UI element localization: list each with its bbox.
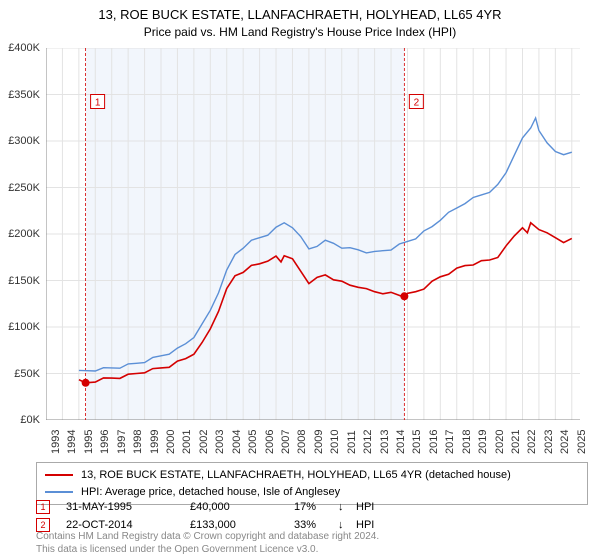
chart-plot: 12: [46, 48, 580, 420]
x-tick-label: 2023: [543, 430, 555, 454]
x-tick-label: 2015: [411, 430, 423, 454]
x-tick-label: 1998: [132, 430, 144, 454]
y-tick-label: £150K: [8, 275, 40, 287]
y-tick-label: £200K: [8, 228, 40, 240]
x-tick-label: 1997: [116, 430, 128, 454]
x-tick-label: 2008: [296, 430, 308, 454]
y-tick-label: £250K: [8, 182, 40, 194]
legend-row: 13, ROE BUCK ESTATE, LLANFACHRAETH, HOLY…: [45, 467, 579, 484]
y-tick-label: £400K: [8, 42, 40, 54]
x-tick-label: 2007: [280, 430, 292, 454]
y-tick-label: £300K: [8, 135, 40, 147]
sale-date: 31-MAY-1995: [66, 501, 186, 513]
y-tick-label: £100K: [8, 321, 40, 333]
y-axis: £0K£50K£100K£150K£200K£250K£300K£350K£40…: [0, 48, 44, 420]
svg-text:1: 1: [95, 98, 101, 109]
x-tick-label: 1999: [149, 430, 161, 454]
x-tick-label: 2011: [346, 430, 358, 454]
chart-title: 13, ROE BUCK ESTATE, LLANFACHRAETH, HOLY…: [0, 0, 600, 40]
x-tick-label: 1994: [66, 430, 78, 454]
y-tick-label: £350K: [8, 89, 40, 101]
x-tick-label: 1995: [83, 430, 95, 454]
title-line1: 13, ROE BUCK ESTATE, LLANFACHRAETH, HOLY…: [0, 6, 600, 24]
x-axis: 1993 1994 1995 1996 1997 1998 1999 2000 2001 2002…: [46, 422, 580, 462]
x-tick-label: 2017: [444, 430, 456, 454]
title-line2: Price paid vs. HM Land Registry's House …: [0, 24, 600, 40]
footer-attribution: Contains HM Land Registry data © Crown c…: [36, 530, 379, 556]
legend-swatch: [45, 474, 73, 476]
x-tick-label: 2000: [165, 430, 177, 454]
x-tick-label: 2024: [559, 430, 571, 454]
x-tick-label: 1996: [99, 430, 111, 454]
x-tick-label: 2018: [461, 430, 473, 454]
x-tick-label: 2010: [329, 430, 341, 454]
y-tick-label: £50K: [14, 368, 40, 380]
x-tick-label: 2025: [576, 430, 588, 454]
legend-swatch: [45, 491, 73, 493]
x-tick-label: 2003: [214, 430, 226, 454]
sales-table: 131-MAY-1995£40,00017%↓HPI222-OCT-2014£1…: [36, 498, 396, 534]
x-tick-label: 2005: [247, 430, 259, 454]
legend-text: 13, ROE BUCK ESTATE, LLANFACHRAETH, HOLY…: [81, 467, 511, 484]
sale-price: £40,000: [190, 501, 290, 513]
sale-vs: HPI: [356, 501, 396, 513]
x-tick-label: 2012: [362, 430, 374, 454]
sale-pct: 17%: [294, 501, 334, 513]
x-tick-label: 2022: [526, 430, 538, 454]
x-tick-label: 2021: [510, 430, 522, 454]
x-tick-label: 2013: [379, 430, 391, 454]
x-tick-label: 2019: [477, 430, 489, 454]
sale-marker: 1: [36, 500, 50, 514]
x-tick-label: 2004: [231, 430, 243, 454]
x-tick-label: 2014: [395, 430, 407, 454]
footer-line2: This data is licensed under the Open Gov…: [36, 543, 379, 556]
x-tick-label: 2001: [181, 430, 193, 454]
plot-svg: 12: [46, 48, 580, 420]
svg-text:2: 2: [414, 98, 420, 109]
x-tick-label: 2009: [313, 430, 325, 454]
x-tick-label: 1993: [50, 430, 62, 454]
y-tick-label: £0K: [20, 414, 40, 426]
x-tick-label: 2016: [428, 430, 440, 454]
footer-line1: Contains HM Land Registry data © Crown c…: [36, 530, 379, 543]
x-tick-label: 2020: [494, 430, 506, 454]
x-tick-label: 2002: [198, 430, 210, 454]
x-tick-label: 2006: [264, 430, 276, 454]
sale-row: 1 31-MAY-1995 £40,000 17% ↓ HPI: [36, 498, 396, 516]
sale-arrow: ↓: [338, 501, 352, 513]
